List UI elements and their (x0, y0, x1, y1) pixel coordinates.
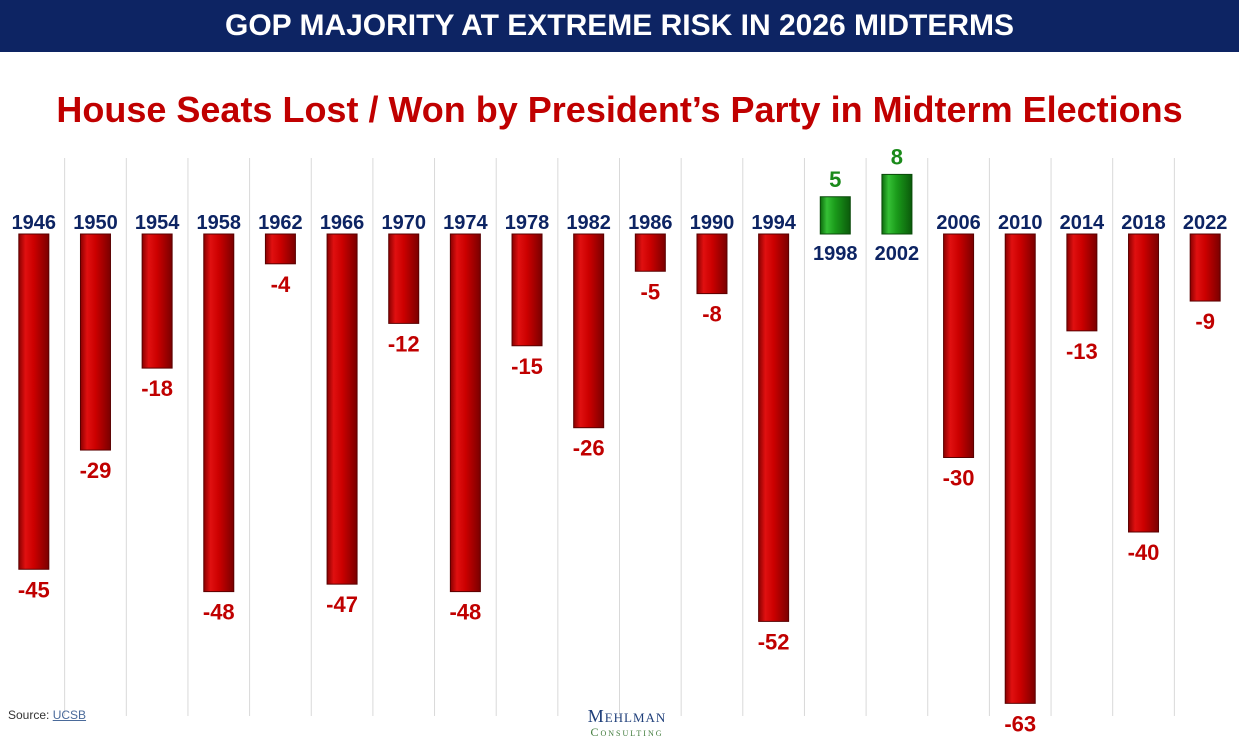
year-label-1990: 1990 (690, 212, 735, 234)
value-label-1966: -47 (326, 592, 358, 617)
year-label-1950: 1950 (73, 212, 118, 234)
bar-1974 (449, 233, 481, 593)
value-label-1970: -12 (388, 331, 420, 356)
year-label-2022: 2022 (1183, 212, 1228, 234)
year-label-1994: 1994 (751, 212, 796, 234)
bar-1982 (573, 233, 605, 429)
year-label-1970: 1970 (381, 212, 426, 234)
year-label-1954: 1954 (135, 212, 180, 234)
year-label-1966: 1966 (320, 212, 365, 234)
bar-1950 (79, 233, 111, 451)
year-label-1998: 1998 (813, 243, 858, 265)
year-label-1974: 1974 (443, 212, 488, 234)
bar-1986 (634, 233, 666, 272)
bar-1954 (141, 233, 173, 369)
year-label-2018: 2018 (1121, 212, 1166, 234)
bar-2010 (1004, 233, 1036, 704)
source-note: Source: UCSB (8, 708, 86, 722)
bar-1970 (388, 233, 420, 324)
source-link[interactable]: UCSB (52, 708, 87, 722)
bar-1978 (511, 233, 543, 347)
bar-1994 (758, 233, 790, 622)
banner-title: GOP MAJORITY AT EXTREME RISK IN 2026 MID… (0, 0, 1239, 52)
value-label-2010: -63 (1004, 711, 1036, 736)
value-label-1990: -8 (702, 302, 722, 327)
bar-2022 (1189, 233, 1221, 302)
mehlman-logo: Mehlman Consulting (560, 706, 694, 738)
value-label-1950: -29 (80, 458, 112, 483)
source-prefix: Source: (8, 708, 50, 722)
value-label-1958: -48 (203, 600, 235, 625)
value-label-2002: 8 (891, 144, 903, 169)
year-label-1946: 1946 (12, 212, 57, 234)
value-label-2022: -9 (1195, 309, 1215, 334)
bar-1966 (326, 233, 358, 585)
value-label-1974: -48 (449, 600, 481, 625)
logo-line-1: Mehlman (587, 706, 667, 726)
year-label-1978: 1978 (505, 212, 550, 234)
bar-1990 (696, 233, 728, 295)
value-label-2006: -30 (943, 466, 975, 491)
value-label-1978: -15 (511, 354, 543, 379)
year-label-1986: 1986 (628, 212, 673, 234)
year-label-1958: 1958 (197, 212, 242, 234)
year-label-2002: 2002 (875, 243, 920, 265)
year-label-2014: 2014 (1060, 212, 1105, 234)
year-label-2010: 2010 (998, 212, 1043, 234)
value-label-2014: -13 (1066, 339, 1098, 364)
bar-2018 (1128, 233, 1160, 533)
value-label-1982: -26 (573, 436, 605, 461)
value-label-1954: -18 (141, 376, 173, 401)
bar-1946 (18, 233, 50, 570)
logo-line-2: Consulting (590, 725, 664, 739)
bar-2006 (943, 233, 975, 458)
value-label-1994: -52 (758, 629, 790, 654)
bar-2014 (1066, 233, 1098, 332)
bar-1958 (203, 233, 235, 593)
value-label-2018: -40 (1128, 540, 1160, 565)
value-label-1946: -45 (18, 577, 50, 602)
bar-2002 (881, 173, 913, 235)
value-label-1962: -4 (271, 272, 291, 297)
year-label-1982: 1982 (566, 212, 611, 234)
bar-1962 (264, 233, 296, 265)
value-label-1998: 5 (829, 167, 841, 192)
year-label-2006: 2006 (936, 212, 981, 234)
bar-1998 (819, 196, 851, 235)
year-label-1962: 1962 (258, 212, 303, 234)
chart-title: House Seats Lost / Won by President’s Pa… (56, 89, 1183, 130)
value-label-1986: -5 (641, 279, 661, 304)
